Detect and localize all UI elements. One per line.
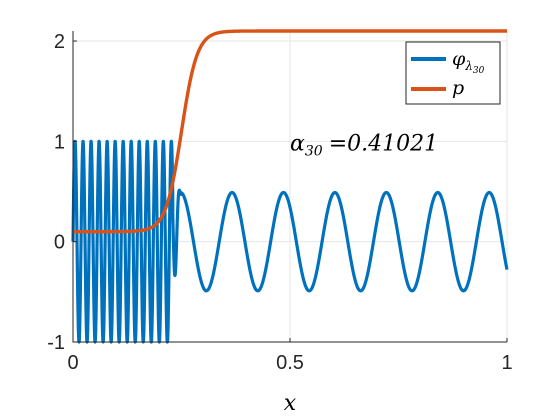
legend-label-phi: φλ30 [452, 48, 485, 76]
annotation-subscript: 30 [305, 143, 323, 159]
annotation-text: α30 =0.41021 [290, 131, 438, 159]
annotation-value: =0.41021 [329, 131, 438, 156]
alpha-annotation: α30 =0.41021 [290, 131, 438, 159]
y-tick-label-2: 1 [54, 131, 65, 153]
x-tick-label-2: 1 [501, 352, 512, 374]
legend-label-p: p [452, 77, 464, 99]
annotation-alpha: α [290, 131, 305, 156]
x-axis-label: x [284, 391, 297, 416]
series-phi-line [71, 139, 509, 344]
y-tick-label-1: 0 [54, 232, 65, 254]
x-tick-label-1: 0.5 [276, 352, 304, 374]
series-p-line [71, 29, 509, 234]
legend-box [405, 41, 501, 105]
y-tick-label-0: -1 [47, 332, 65, 354]
series-layer [71, 29, 509, 344]
legend: φλ30 p [405, 41, 501, 105]
x-tick-label-0: 0 [67, 352, 78, 374]
y-tick-label-3: 2 [54, 31, 65, 53]
